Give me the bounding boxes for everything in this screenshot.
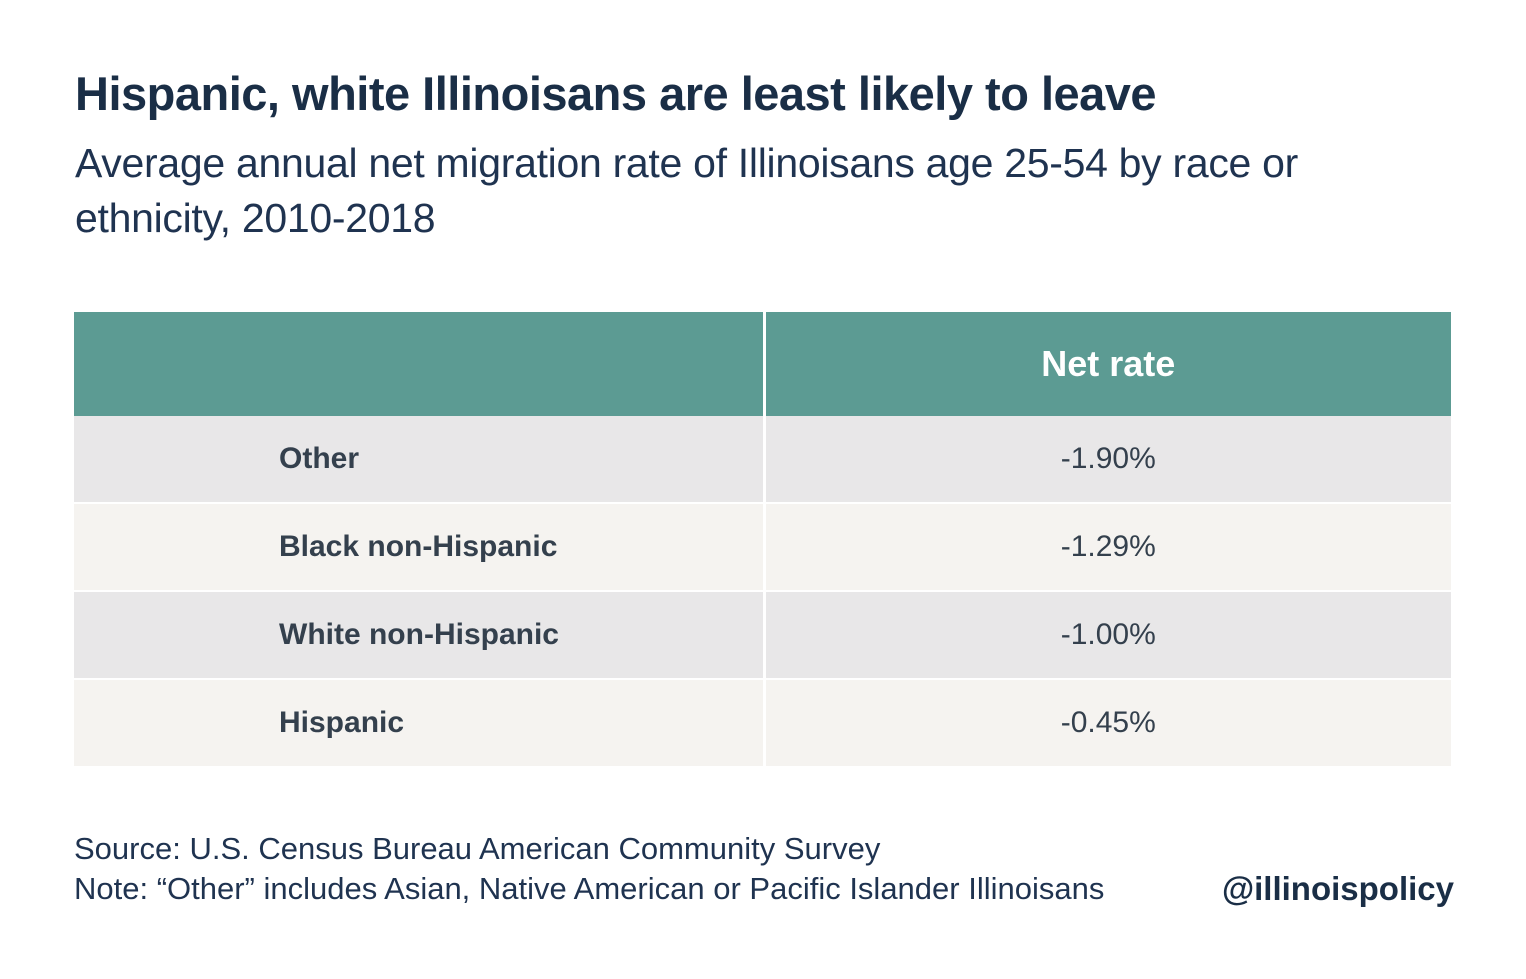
source-note: Source: U.S. Census Bureau American Comm… (74, 831, 881, 866)
migration-rate-table: Net rate Other -1.90% Black non-Hispanic… (74, 312, 1451, 766)
row-value: -0.45% (764, 678, 1451, 766)
chart-title: Hispanic, white Illinoisans are least li… (75, 67, 1157, 120)
row-label: Hispanic (74, 678, 766, 766)
row-value: -1.00% (764, 590, 1451, 679)
table-row: Hispanic -0.45% (74, 678, 1451, 766)
column-header-label (74, 312, 766, 416)
row-value: -1.90% (764, 416, 1451, 503)
row-label: White non-Hispanic (74, 590, 766, 679)
table-header-row: Net rate (74, 312, 1451, 416)
column-header-net-rate: Net rate (764, 312, 1451, 416)
footnotes: Source: U.S. Census Bureau American Comm… (74, 829, 1104, 909)
chart-subtitle: Average annual net migration rate of Ill… (75, 140, 1298, 241)
table-row: Other -1.90% (74, 416, 1451, 503)
other-category-note: Note: “Other” includes Asian, Native Ame… (74, 871, 1105, 906)
social-handle: @illinoispolicy (1221, 870, 1454, 907)
row-label: Black non-Hispanic (74, 502, 766, 591)
row-value: -1.29% (764, 502, 1451, 591)
row-label: Other (74, 416, 766, 503)
table-row: White non-Hispanic -1.00% (74, 590, 1451, 679)
table-row: Black non-Hispanic -1.29% (74, 502, 1451, 591)
